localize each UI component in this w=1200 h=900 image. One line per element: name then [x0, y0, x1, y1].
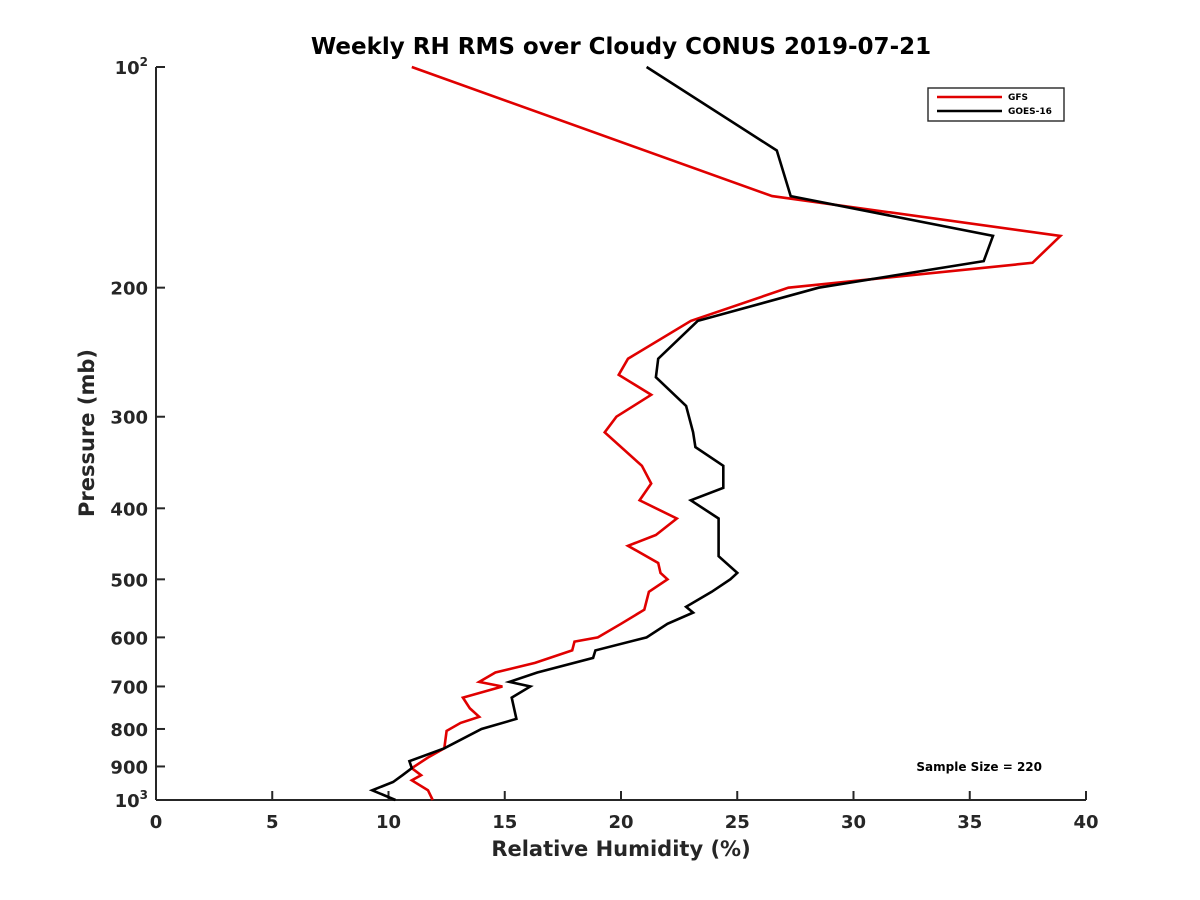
x-axis-ticks: 0 5 10 15 20 25 30 35 40 [150, 791, 1099, 833]
x-tick-label: 0 [150, 812, 163, 833]
x-tick-label: 35 [957, 812, 982, 833]
y-tick-label: 103 [115, 788, 148, 812]
legend-label: GFS [1008, 93, 1028, 103]
plot-area [156, 67, 1086, 800]
y-tick-label: 900 [110, 757, 148, 778]
series-layer [368, 65, 1064, 802]
y-tick-exponent: 2 [140, 55, 148, 69]
sample-size-annotation: Sample Size = 220 [916, 760, 1042, 774]
legend-box [927, 87, 1065, 122]
y-axis-label: Pressure (mb) [75, 349, 99, 517]
y-tick-label: 600 [110, 628, 148, 649]
chart-title: Weekly RH RMS over Cloudy CONUS 2019-07-… [311, 34, 931, 60]
x-axis-label: Relative Humidity (%) [491, 837, 750, 861]
y-tick-exponent: 3 [140, 788, 148, 802]
x-tick-label: 10 [376, 812, 401, 833]
x-tick-label: 15 [492, 812, 517, 833]
x-tick-label: 25 [725, 812, 750, 833]
y-tick-label: 500 [110, 570, 148, 591]
y-tick-base: 10 [115, 791, 140, 812]
x-tick-label: 40 [1073, 812, 1098, 833]
x-tick-label: 30 [841, 812, 866, 833]
y-tick-label: 700 [110, 677, 148, 698]
y-tick-label: 400 [110, 499, 148, 520]
y-tick-label: 800 [110, 720, 148, 741]
series-line-goes-16 [368, 65, 995, 802]
y-tick-label: 102 [115, 55, 148, 79]
y-tick-label: 200 [110, 279, 148, 300]
legend: GFS GOES-16 [927, 87, 1065, 122]
y-tick-label: 300 [110, 408, 148, 429]
series-line-gfs [409, 65, 1064, 801]
x-tick-label: 20 [608, 812, 633, 833]
x-tick-label: 5 [266, 812, 279, 833]
y-tick-base: 10 [115, 58, 140, 79]
legend-label: GOES-16 [1008, 107, 1052, 117]
